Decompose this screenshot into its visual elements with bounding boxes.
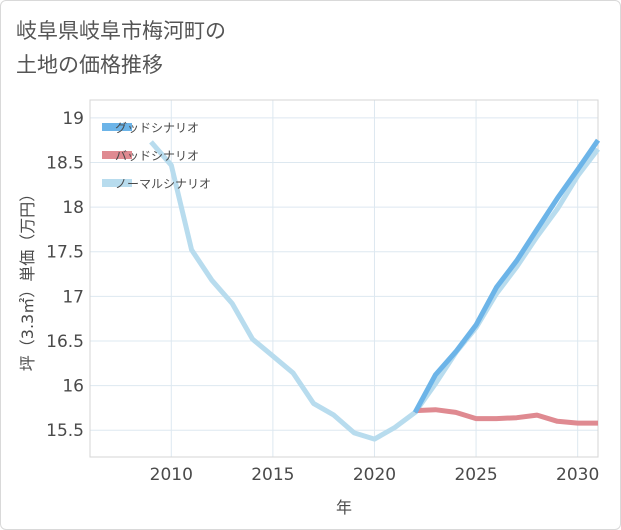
y-tick-label: 16 bbox=[62, 377, 84, 397]
y-tick-label: 18.5 bbox=[46, 153, 84, 173]
x-tick-label: 2030 bbox=[556, 465, 599, 485]
legend-label: バッドシナリオ bbox=[115, 149, 199, 163]
legend-swatch bbox=[102, 151, 132, 159]
series-line-1 bbox=[414, 407, 598, 426]
chart-title: 岐阜県岐阜市梅河町の 土地の価格推移 bbox=[16, 19, 226, 77]
legend-swatch bbox=[102, 179, 132, 187]
x-tick-label: 2015 bbox=[251, 465, 294, 485]
x-tick-label: 2025 bbox=[454, 465, 497, 485]
tick-labels: 2010 2015 2020 2025 2030 15.5 16 16.5 17 17.5 18 18… bbox=[46, 109, 599, 485]
plot-area bbox=[89, 99, 599, 458]
legend-swatch bbox=[102, 123, 132, 131]
series-lines bbox=[149, 138, 601, 442]
series-line-0 bbox=[412, 138, 601, 414]
y-axis-label: 坪（3.3㎡）単価（万円） bbox=[18, 186, 37, 371]
grid bbox=[90, 100, 598, 457]
x-tick-label: 2010 bbox=[150, 465, 193, 485]
x-tick-label: 2020 bbox=[353, 465, 396, 485]
y-tick-label: 19 bbox=[62, 109, 84, 129]
y-tick-label: 18 bbox=[62, 198, 84, 218]
y-tick-label: 15.5 bbox=[46, 421, 84, 441]
legend-label: ノーマルシナリオ bbox=[115, 177, 211, 191]
legend-label: グッドシナリオ bbox=[115, 121, 199, 135]
x-axis-label: 年 bbox=[336, 498, 352, 517]
y-tick-label: 17.5 bbox=[46, 243, 84, 263]
y-tick-label: 17 bbox=[62, 287, 84, 307]
y-tick-label: 16.5 bbox=[46, 332, 84, 352]
series-line-2 bbox=[149, 140, 600, 442]
